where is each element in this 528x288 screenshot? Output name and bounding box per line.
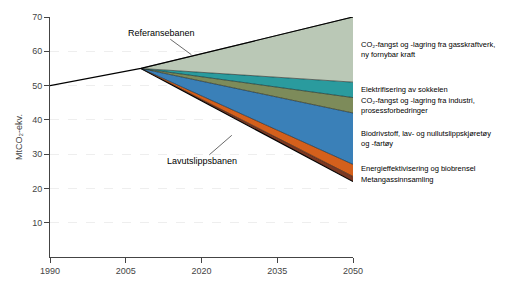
svg-text:2050: 2050 [343,266,363,276]
svg-text:70: 70 [32,12,42,22]
svg-text:2020: 2020 [191,266,211,276]
svg-text:2005: 2005 [116,266,136,276]
svg-text:Biodrivstoff, lav- og nullutsl: Biodrivstoff, lav- og nullutslippskjøret… [361,129,491,148]
svg-text:20: 20 [32,184,42,194]
svg-text:CO₂-fangst og -lagring fra gas: CO₂-fangst og -lagring fra gasskraftverk… [361,40,495,59]
svg-text:Lavutslippsbanen: Lavutslippsbanen [167,156,237,166]
svg-text:Referansebanen: Referansebanen [128,28,195,38]
svg-text:10: 10 [32,218,42,228]
svg-text:30: 30 [32,149,42,159]
svg-text:40: 40 [32,115,42,125]
svg-text:MtCO₂-ekv.: MtCO₂-ekv. [14,114,24,160]
svg-text:2035: 2035 [267,266,287,276]
svg-text:1990: 1990 [40,266,60,276]
svg-text:Energieffektivisering og biobr: Energieffektivisering og biobrensel [361,164,476,173]
svg-text:Elektrifisering av sokkelen: Elektrifisering av sokkelen [361,85,448,94]
svg-text:CO₂-fangst og -lagring fra ind: CO₂-fangst og -lagring fra industri,pros… [361,96,475,115]
svg-text:Metangassinnsamling: Metangassinnsamling [361,175,434,184]
svg-text:50: 50 [32,81,42,91]
svg-text:60: 60 [32,46,42,56]
